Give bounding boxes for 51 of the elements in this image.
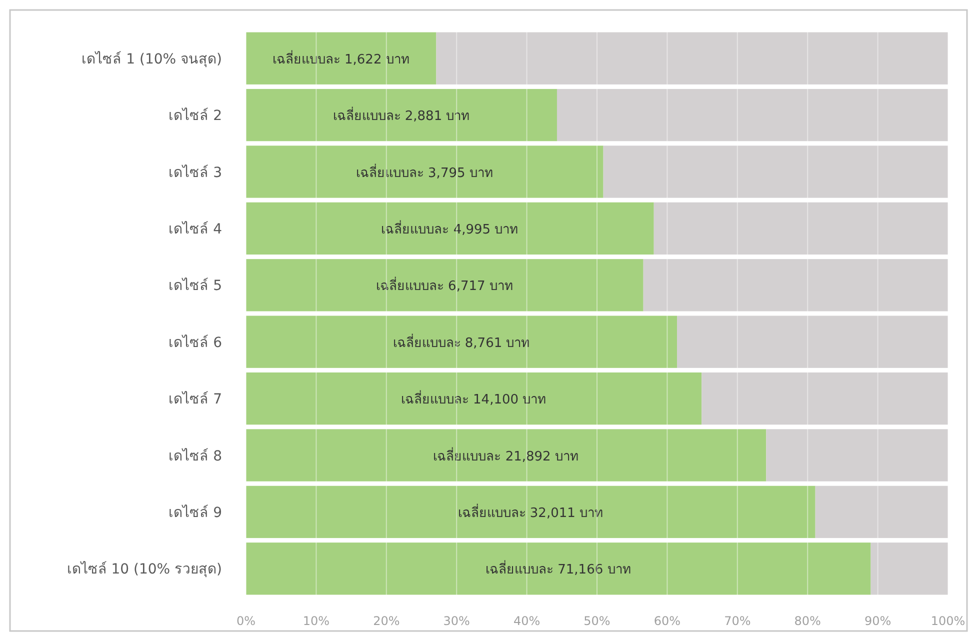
data-label: เฉลี่ยแบบละ 6,717 บาท <box>376 277 514 294</box>
bar <box>643 259 948 312</box>
bar <box>556 88 948 142</box>
bar <box>246 88 557 142</box>
bar <box>603 146 948 198</box>
bar <box>815 486 948 538</box>
bar <box>436 32 948 84</box>
x-tick-label: 40% <box>513 614 540 628</box>
bar <box>246 542 871 595</box>
x-tick-label: 20% <box>373 614 400 628</box>
y-tick-label: เดไซล์ 5 <box>168 277 222 294</box>
bar <box>246 372 702 425</box>
y-tick-label: เดไซล์ 7 <box>168 390 222 408</box>
data-label: เฉลี่ยแบบละ 2,881 บาท <box>332 107 470 124</box>
y-tick-label: เดไซล์ 9 <box>168 504 222 521</box>
x-tick-label: 60% <box>654 614 681 628</box>
data-label: เฉลี่ยแบบละ 3,795 บาท <box>356 164 494 181</box>
bar <box>766 429 948 482</box>
y-tick-label: เดไซล์ 1 (10% จนสุด) <box>82 50 222 68</box>
bar <box>246 316 678 368</box>
data-label: เฉลี่ยแบบละ 32,011 บาท <box>458 504 604 521</box>
x-tick-label: 90% <box>864 614 892 628</box>
data-label: เฉลี่ยแบบละ 71,166 บาท <box>486 560 632 578</box>
bar <box>246 429 766 482</box>
y-tick-label: เดไซล์ 10 (10% รวยสุด) <box>66 560 222 578</box>
data-label: เฉลี่ยแบบละ 4,995 บาท <box>381 220 519 238</box>
y-tick-label: เดไซล์ 8 <box>168 447 222 464</box>
x-tick-label: 10% <box>302 614 330 628</box>
y-tick-label: เดไซล์ 2 <box>168 107 222 124</box>
y-tick-label: เดไซล์ 3 <box>168 164 222 181</box>
x-tick-label: 50% <box>584 614 610 628</box>
bar <box>870 542 948 595</box>
x-tick-label: 80% <box>794 614 821 628</box>
y-tick-label: เดไซล์ 4 <box>168 220 222 238</box>
x-tick-label: 30% <box>443 614 470 628</box>
bar <box>246 32 436 84</box>
data-label: เฉลี่ยแบบละ 21,892 บาท <box>433 447 579 464</box>
bar <box>246 146 604 198</box>
x-tick-label: 100% <box>930 614 966 628</box>
bar <box>677 316 948 368</box>
bar <box>246 202 654 255</box>
data-label: เฉลี่ยแบบละ 8,761 บาท <box>392 334 530 351</box>
bar <box>702 372 948 425</box>
x-tick-label: 70% <box>724 614 751 628</box>
bar <box>246 486 816 538</box>
data-label: เฉลี่ยแบบละ 14,100 บาท <box>400 390 547 408</box>
y-tick-label: เดไซล์ 6 <box>168 334 222 351</box>
bar <box>246 259 644 312</box>
x-tick-label: 0% <box>236 614 256 628</box>
data-label: เฉลี่ยแบบละ 1,622 บาท <box>272 50 410 68</box>
bar <box>654 202 948 255</box>
